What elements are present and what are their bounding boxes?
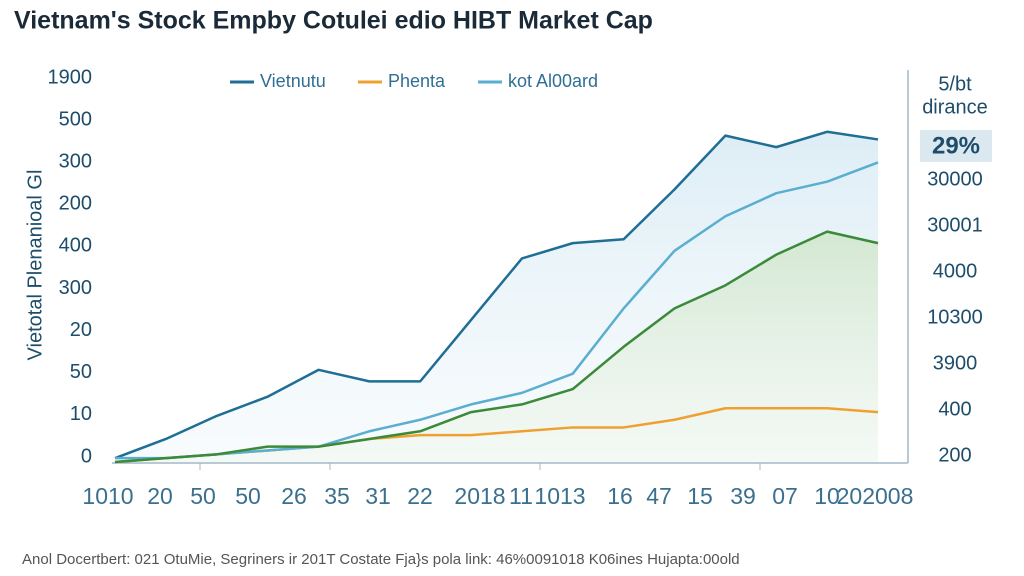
x-tick-label: 1013: [534, 483, 585, 509]
y2-tick-label: 30001: [927, 214, 983, 236]
legend-label: Vietnutu: [260, 71, 326, 91]
y2-tick-label: 400: [938, 398, 971, 420]
x-tick-label: 11: [509, 483, 533, 509]
x-tick-label: 26: [281, 483, 307, 509]
x-tick-label: 39: [730, 483, 756, 509]
x-tick-label: 202008: [837, 483, 914, 509]
y2-tick-label: 3900: [933, 352, 978, 374]
y-tick-label: 300: [59, 277, 92, 299]
y-tick-label: 500: [59, 108, 92, 130]
legend-label: kot Al00ard: [508, 71, 598, 91]
y-tick-label: 20: [70, 319, 92, 341]
x-tick-label: 15: [687, 483, 713, 509]
series-line: [114, 230, 879, 464]
x-tick-label: 31: [365, 483, 391, 509]
x-tick-label: 47: [646, 483, 672, 509]
x-tick-label: 16: [607, 483, 633, 509]
x-tick-label: 2018: [454, 483, 505, 509]
chart-title: Vietnam's Stock Empby Cotulei edio HIBT …: [14, 7, 653, 35]
y2-title: 5/bt: [938, 73, 972, 95]
footer: Anol Docertbert: 021 OtuMie, Segriners i…: [22, 551, 740, 568]
y-tick-label: 10: [70, 403, 92, 425]
y-tick-label: 1900: [48, 66, 93, 88]
y2-tick-label: 10300: [927, 306, 983, 328]
y2-tick-label: 200: [938, 444, 971, 466]
x-tick-label: 07: [772, 483, 798, 509]
legend-label: Phenta: [388, 71, 446, 91]
series-line: [115, 161, 879, 460]
y2-title: dirance: [922, 96, 988, 118]
x-tick-label: 50: [235, 483, 261, 509]
badge-box: [920, 130, 992, 162]
area: [115, 231, 878, 462]
badge: 29%: [932, 132, 980, 159]
y-tick-label: 0: [81, 445, 92, 467]
series-line: [114, 130, 879, 460]
y-tick-label: 200: [59, 193, 92, 215]
x-tick-label: 10: [814, 483, 840, 509]
y2-tick-label: 4000: [933, 260, 978, 282]
y-tick-label: 50: [70, 361, 92, 383]
y-tick-label: 300: [59, 151, 92, 173]
y-axis-title: Vietotal Plenanioal Gl: [24, 170, 46, 361]
x-tick-label: 1010: [82, 483, 133, 509]
x-tick-label: 22: [407, 483, 433, 509]
x-tick-label: 50: [190, 483, 216, 509]
x-tick-label: 20: [147, 483, 173, 509]
y2-tick-label: 30000: [927, 168, 983, 190]
y-tick-label: 400: [59, 235, 92, 257]
x-tick-label: 35: [324, 483, 350, 509]
